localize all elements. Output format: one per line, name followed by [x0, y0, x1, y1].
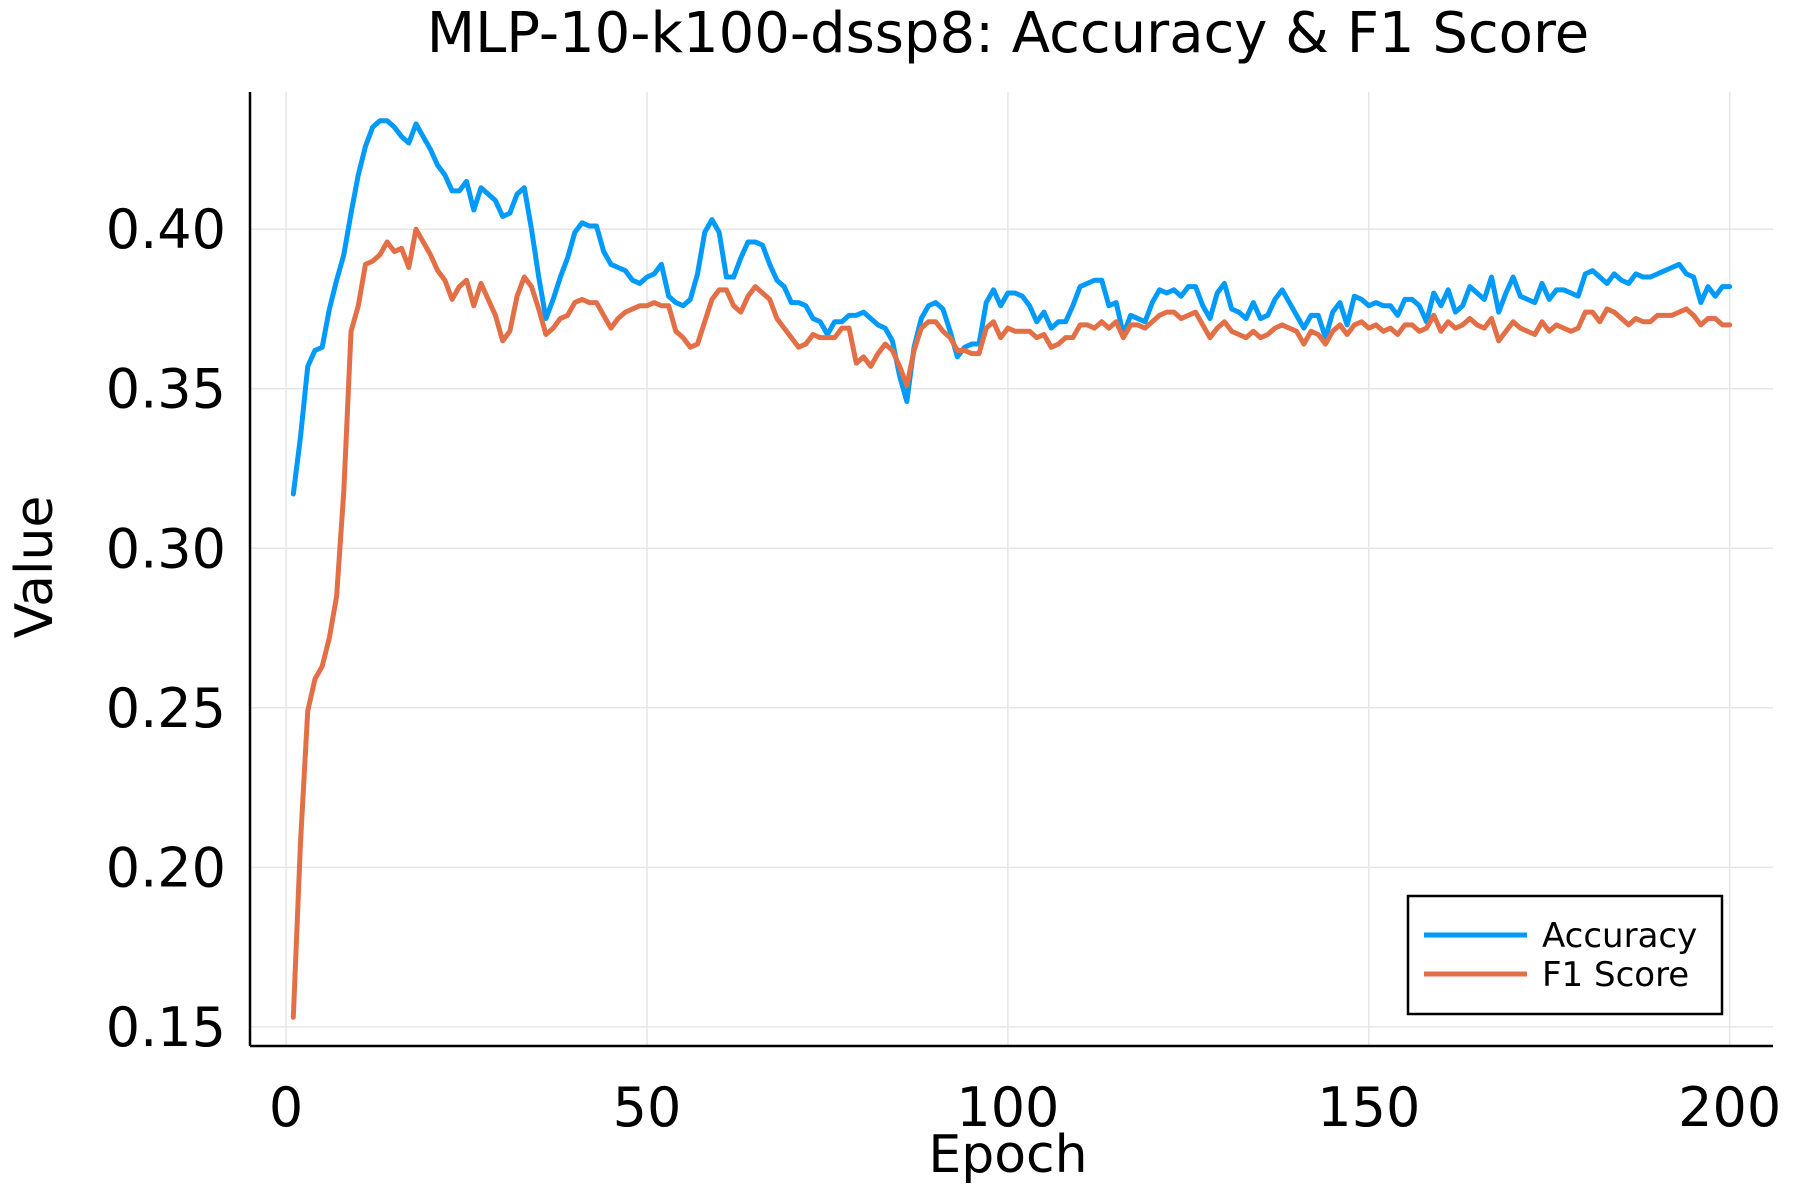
- legend-box: [1406, 894, 1724, 1016]
- y-tick-label: 0.15: [106, 996, 226, 1059]
- series-line-accuracy: [290, 118, 1733, 497]
- y-gridlines: [250, 228, 1773, 1028]
- series-lines: [290, 118, 1733, 1020]
- legend-label-accuracy: Accuracy: [1542, 916, 1697, 956]
- x-tick-label: 50: [613, 1076, 682, 1139]
- y-tick-label: 0.30: [106, 517, 226, 580]
- chart-title: MLP-10-k100-dssp8: Accuracy & F1 Score: [427, 1, 1589, 66]
- y-tick-label: 0.25: [106, 677, 226, 740]
- y-tick-label: 0.40: [106, 198, 226, 261]
- x-gridlines: [285, 92, 1731, 1046]
- y-tick-label: 0.35: [106, 358, 226, 421]
- x-tick-label: 0: [269, 1076, 303, 1139]
- x-tick-label: 150: [1317, 1076, 1420, 1139]
- series-line-f1-score: [290, 226, 1733, 1020]
- x-tick-label: 100: [956, 1076, 1059, 1139]
- y-tick-labels: 0.15 0.20 0.25 0.30 0.35 0.40: [106, 198, 226, 1059]
- x-tick-label: 200: [1678, 1076, 1781, 1139]
- legend-label-f1-score: F1 Score: [1542, 955, 1689, 995]
- y-axis-label: Value: [5, 496, 65, 639]
- x-tick-labels: 0 50 100 150 200: [269, 1076, 1781, 1139]
- x-axis-label: Epoch: [928, 1125, 1087, 1185]
- legend: Accuracy F1 Score: [1406, 894, 1724, 1016]
- y-tick-label: 0.20: [106, 836, 226, 899]
